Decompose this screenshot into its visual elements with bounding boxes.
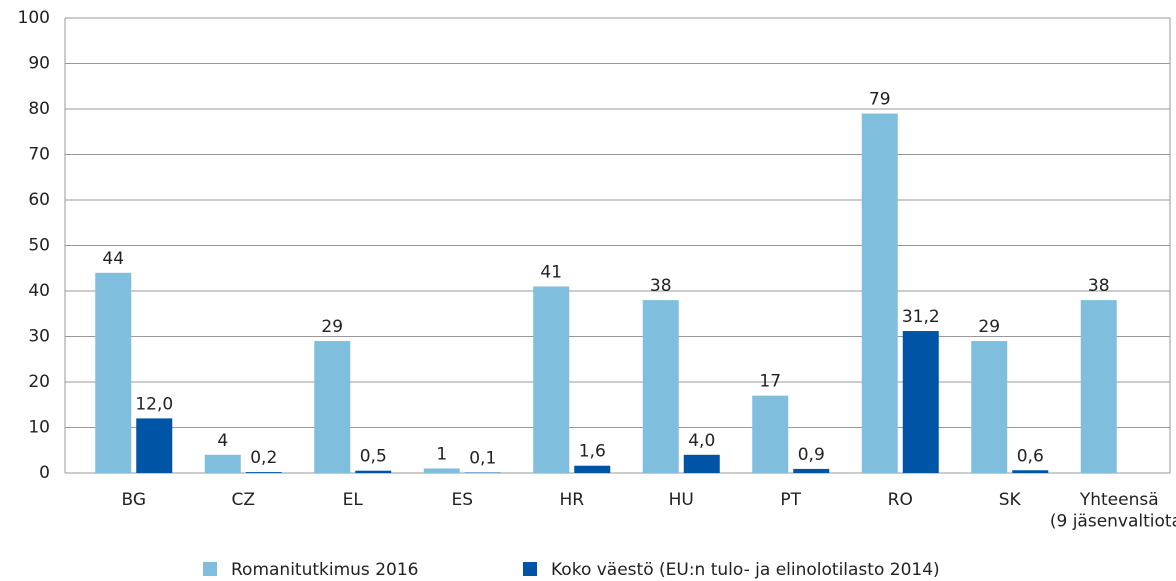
legend-swatch bbox=[523, 562, 537, 576]
data-label: 31,2 bbox=[902, 307, 940, 327]
bar bbox=[314, 341, 351, 473]
bar bbox=[642, 300, 679, 473]
x-tick-label: HR bbox=[559, 490, 584, 510]
x-tick-label: Yhteensä (9 jäsenvaltiota) bbox=[1050, 490, 1176, 531]
data-label: 0,6 bbox=[1017, 446, 1044, 466]
x-tick-label: HU bbox=[669, 490, 694, 510]
bar bbox=[95, 272, 132, 473]
legend-swatch bbox=[203, 562, 217, 576]
bar bbox=[574, 465, 611, 473]
y-tick-label: 90 bbox=[28, 54, 50, 74]
y-tick-label: 20 bbox=[28, 372, 50, 392]
data-label: 1,6 bbox=[579, 442, 606, 462]
bar bbox=[971, 341, 1008, 473]
bar bbox=[1012, 470, 1049, 473]
bar bbox=[355, 470, 392, 473]
bar bbox=[245, 472, 282, 473]
data-label: 0,9 bbox=[798, 445, 825, 465]
x-tick-label: PT bbox=[780, 490, 801, 510]
y-tick-label: 40 bbox=[28, 281, 50, 301]
x-tick-label: RO bbox=[888, 490, 913, 510]
bar bbox=[533, 286, 570, 473]
y-tick-label: 30 bbox=[28, 327, 50, 347]
bar bbox=[204, 454, 241, 473]
x-tick-label: BG bbox=[121, 490, 146, 510]
y-tick-label: 100 bbox=[18, 8, 50, 28]
data-label: 12,0 bbox=[135, 394, 173, 414]
data-label: 4,0 bbox=[688, 431, 715, 451]
data-label: 1 bbox=[436, 444, 447, 464]
y-tick-label: 10 bbox=[28, 418, 50, 438]
x-tick-label: CZ bbox=[231, 490, 255, 510]
legend-label: Romanitutkimus 2016 bbox=[231, 560, 418, 580]
bar bbox=[683, 454, 720, 473]
bar bbox=[861, 113, 898, 474]
bar bbox=[1080, 300, 1117, 473]
data-label: 44 bbox=[102, 249, 124, 269]
bar bbox=[902, 331, 939, 473]
bar bbox=[793, 468, 830, 473]
data-label: 38 bbox=[650, 276, 672, 296]
data-label: 4 bbox=[217, 431, 228, 451]
x-tick-label: EL bbox=[343, 490, 364, 510]
bar bbox=[136, 418, 173, 473]
bar bbox=[752, 395, 789, 473]
data-label: 0,1 bbox=[469, 449, 496, 469]
data-label: 0,5 bbox=[360, 447, 387, 467]
data-label: 29 bbox=[321, 317, 343, 337]
data-label: 79 bbox=[869, 90, 891, 110]
x-tick-label: ES bbox=[451, 490, 473, 510]
y-tick-label: 0 bbox=[39, 463, 50, 483]
data-label: 17 bbox=[759, 372, 781, 392]
data-label: 29 bbox=[978, 317, 1000, 337]
y-tick-label: 50 bbox=[28, 236, 50, 256]
y-tick-label: 60 bbox=[28, 190, 50, 210]
data-label: 0,2 bbox=[250, 448, 277, 468]
data-label: 41 bbox=[540, 262, 562, 282]
y-tick-label: 80 bbox=[28, 99, 50, 119]
bar bbox=[423, 468, 460, 473]
legend-label: Koko väestö (EU:n tulo- ja elinolotilast… bbox=[551, 560, 940, 580]
y-tick-label: 70 bbox=[28, 145, 50, 165]
data-label: 38 bbox=[1088, 276, 1110, 296]
x-tick-label: SK bbox=[999, 490, 1022, 510]
